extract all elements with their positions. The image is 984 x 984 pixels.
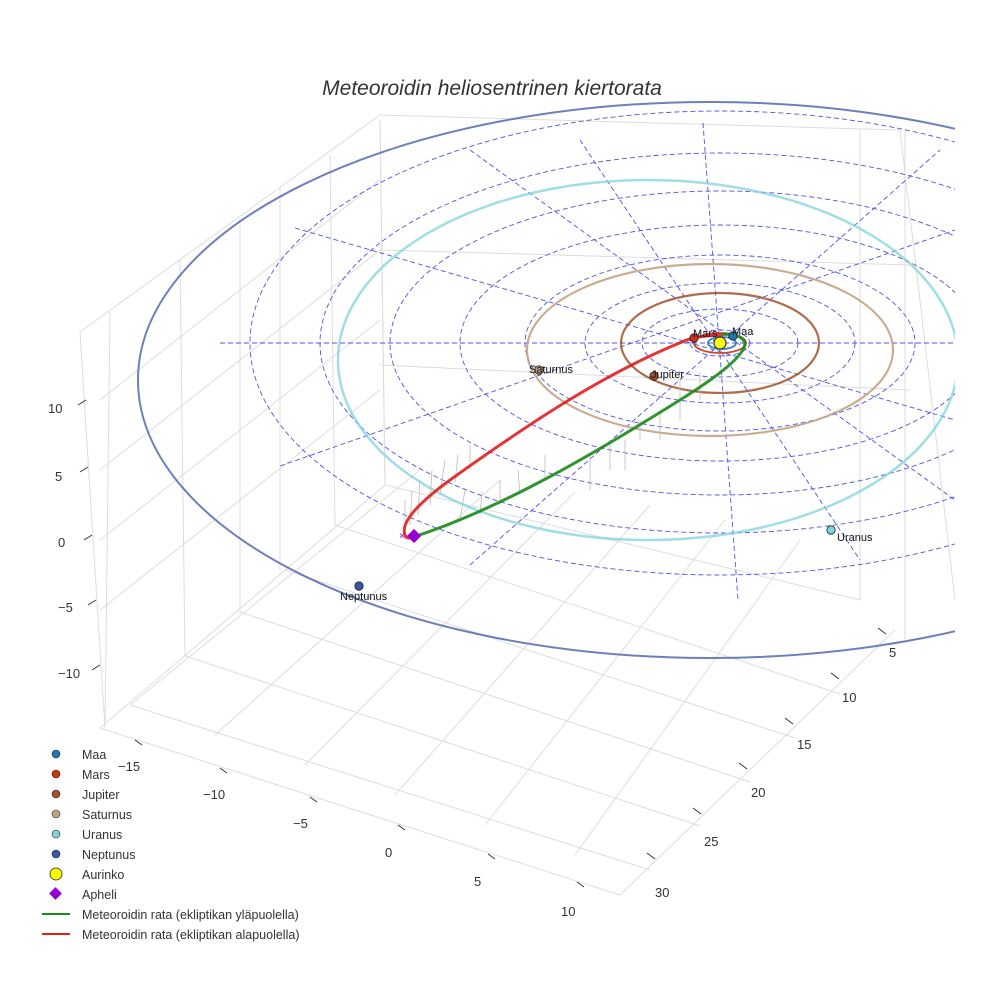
aphelion-marker: × xyxy=(399,528,422,544)
z-tick-label: −10 xyxy=(58,666,80,681)
orbit-neptunus xyxy=(137,101,955,659)
planet-marker-jupiter xyxy=(649,371,659,381)
z-tick-label: 10 xyxy=(48,401,62,416)
legend-label-mars: Mars xyxy=(82,768,110,782)
chart-title: Meteoroidin heliosentrinen kiertorata xyxy=(322,77,662,100)
legend-marker-mars xyxy=(51,769,61,779)
x-tick-label: 30 xyxy=(655,885,669,900)
y-tick-label: −5 xyxy=(293,816,308,831)
meteoroid-orbit-above xyxy=(408,332,747,540)
label-mars: Mars xyxy=(693,328,718,340)
z-axis: 10 5 0 −5 −10 xyxy=(48,399,101,681)
svg-text:×: × xyxy=(399,531,405,542)
label-neptunus: Neptunus xyxy=(340,591,388,603)
y-tick-label: 5 xyxy=(474,874,481,889)
x-tick-label: 25 xyxy=(704,834,718,849)
legend-label-orbit-below: Meteoroidin rata (ekliptikan alapuolella… xyxy=(82,928,299,942)
sun-marker xyxy=(713,336,727,350)
legend-marker-jupiter xyxy=(51,789,61,799)
planet-orbits xyxy=(137,101,955,659)
label-maa: Maa xyxy=(732,326,754,338)
legend-marker-neptunus xyxy=(51,849,61,859)
legend-label-saturnus: Saturnus xyxy=(82,808,132,822)
meteoroid-orbit-below xyxy=(402,333,722,540)
legend-label-orbit-above: Meteoroidin rata (ekliptikan yläpuolella… xyxy=(82,908,299,922)
planet-markers xyxy=(354,331,836,591)
legend-marker-maa xyxy=(51,749,61,759)
x-axis: 5 10 15 20 25 30 xyxy=(646,627,896,900)
planet-marker-mars xyxy=(689,333,699,343)
x-tick-label: 10 xyxy=(842,690,856,705)
legend: Maa Mars Jupiter Saturnus Uranus Neptunu… xyxy=(42,748,299,942)
legend-label-neptunus: Neptunus xyxy=(82,848,136,862)
y-tick-label: 10 xyxy=(561,904,575,919)
orbit-uranus xyxy=(336,178,955,542)
y-tick-label: −15 xyxy=(118,759,140,774)
legend-marker-aurinko xyxy=(49,867,63,881)
orbit-jupiter xyxy=(619,291,821,395)
y-axis: −15 −10 −5 0 5 10 xyxy=(118,739,585,919)
z-tick-label: −5 xyxy=(58,600,73,615)
meteoroid-orbit xyxy=(402,332,747,540)
z-tick-label: 0 xyxy=(58,535,65,550)
legend-label-apheli: Apheli xyxy=(82,888,117,902)
z-tick-label: 5 xyxy=(55,469,62,484)
planet-marker-uranus xyxy=(826,525,836,535)
x-tick-label: 20 xyxy=(751,785,765,800)
label-saturnus: Saturnus xyxy=(529,364,574,376)
planet-marker-maa xyxy=(728,331,738,341)
label-uranus: Uranus xyxy=(837,532,873,544)
y-tick-label: −10 xyxy=(203,787,225,802)
x-tick-label: 5 xyxy=(889,645,896,660)
label-jupiter: Jupiter xyxy=(651,369,684,381)
x-tick-label: 15 xyxy=(797,737,811,752)
planet-labels: Neptunus Uranus Saturnus Jupiter Mars Ma… xyxy=(340,326,873,603)
legend-label-uranus: Uranus xyxy=(82,828,122,842)
ecliptic-grid xyxy=(220,110,955,601)
legend-label-aurinko: Aurinko xyxy=(82,868,124,882)
drop-lines xyxy=(404,372,701,530)
legend-label-maa: Maa xyxy=(82,748,106,762)
y-tick-label: 0 xyxy=(385,845,392,860)
legend-label-jupiter: Jupiter xyxy=(82,788,120,802)
planet-marker-saturnus xyxy=(534,365,544,375)
grid-back-wall xyxy=(79,114,956,896)
planet-marker-neptunus xyxy=(354,581,364,591)
legend-marker-apheli xyxy=(49,887,62,900)
orbit-saturnus xyxy=(525,262,895,438)
legend-marker-uranus xyxy=(51,829,61,839)
legend-marker-saturnus xyxy=(51,809,61,819)
